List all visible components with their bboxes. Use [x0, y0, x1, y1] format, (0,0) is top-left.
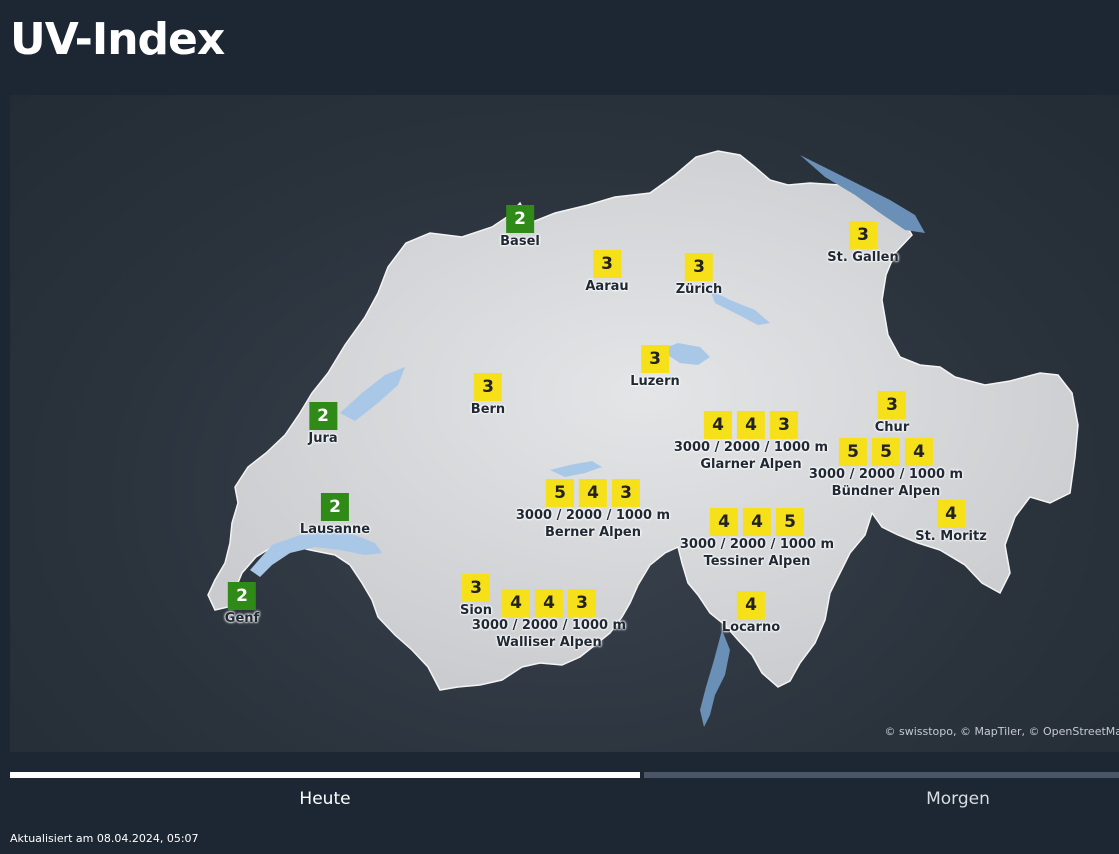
uv-value: 2 [321, 493, 349, 521]
uv-value-2000m: 4 [579, 479, 607, 507]
elevation-label: 3000 / 2000 / 1000 m [808, 467, 964, 482]
place-label: Tessiner Alpen [703, 554, 811, 569]
uv-value-3000m: 5 [546, 479, 574, 507]
lake-lucerne [660, 343, 710, 365]
uv-value-2000m: 4 [535, 589, 563, 617]
marker-lausanne[interactable]: 2 Lausanne [300, 493, 370, 538]
tab-morgen[interactable]: Morgen [926, 789, 990, 809]
uv-value-1000m: 4 [905, 438, 933, 466]
elevation-label: 3000 / 2000 / 1000 m [679, 537, 835, 552]
place-label: Basel [500, 234, 540, 249]
marker-tessiner-alpen[interactable]: 4 4 5 3000 / 2000 / 1000 m Tessiner Alpe… [680, 508, 834, 570]
uv-value-2000m: 4 [743, 508, 771, 536]
uv-value: 2 [309, 402, 337, 430]
uv-value: 4 [937, 500, 965, 528]
map-attribution: © swisstopo, © MapTiler, © OpenStreetMap [884, 725, 1119, 738]
elevation-label: 3000 / 2000 / 1000 m [515, 508, 671, 523]
lake-thun [550, 461, 602, 477]
marker-luzern[interactable]: 3 Luzern [630, 345, 680, 390]
marker-st-moritz[interactable]: 4 St. Moritz [915, 500, 987, 545]
place-label: Bündner Alpen [831, 484, 941, 499]
place-label: Lausanne [299, 522, 371, 537]
switzerland-shape [207, 150, 1079, 691]
marker-buendner-alpen[interactable]: 5 5 4 3000 / 2000 / 1000 m Bündner Alpen [809, 438, 963, 500]
place-label: Luzern [630, 374, 680, 389]
uv-value-3000m: 5 [839, 438, 867, 466]
uv-value: 3 [593, 250, 621, 278]
uv-value: 3 [878, 391, 906, 419]
lake-maggiore [700, 630, 730, 727]
place-label: Zürich [675, 282, 723, 297]
place-label: Jura [308, 431, 338, 446]
place-label: Glarner Alpen [700, 457, 802, 472]
uv-value-3000m: 4 [502, 589, 530, 617]
place-label: Aarau [585, 279, 629, 294]
elevation-label: 3000 / 2000 / 1000 m [673, 440, 829, 455]
switzerland-terrain [207, 150, 1079, 727]
uv-value-3000m: 4 [704, 411, 732, 439]
marker-aarau[interactable]: 3 Aarau [585, 250, 629, 295]
uv-value-2000m: 5 [872, 438, 900, 466]
uv-value: 2 [228, 582, 256, 610]
place-label: Chur [874, 420, 910, 435]
uv-value-3000m: 4 [710, 508, 738, 536]
marker-st-gallen[interactable]: 3 St. Gallen [827, 221, 899, 266]
uv-value: 2 [505, 205, 534, 233]
marker-bern[interactable]: 3 Bern [471, 373, 505, 418]
place-label: St. Gallen [827, 250, 899, 265]
marker-berner-alpen[interactable]: 5 4 3 3000 / 2000 / 1000 m Berner Alpen [516, 479, 670, 541]
uv-value: 3 [684, 253, 713, 281]
tab-indicator-morgen[interactable] [644, 772, 1119, 778]
uv-value-1000m: 3 [612, 479, 640, 507]
lake-zurich [710, 290, 770, 325]
lake-geneva [250, 531, 382, 577]
lake-constance [800, 155, 925, 233]
marker-chur[interactable]: 3 Chur [875, 391, 909, 436]
uv-value: 3 [641, 345, 669, 373]
marker-sion[interactable]: 3 Sion [460, 574, 492, 619]
uv-value: 3 [474, 373, 502, 401]
place-label: Genf [224, 611, 260, 626]
place-label: St. Moritz [915, 529, 987, 544]
place-label: Sion [459, 603, 493, 618]
uv-value-1000m: 3 [770, 411, 798, 439]
uv-value-1000m: 5 [776, 508, 804, 536]
place-label: Bern [470, 402, 506, 417]
last-updated: Aktualisiert am 08.04.2024, 05:07 [10, 832, 199, 845]
uv-value: 3 [849, 221, 877, 249]
elevation-label: 3000 / 2000 / 1000 m [471, 618, 627, 633]
uv-value-1000m: 3 [568, 589, 596, 617]
tab-heute[interactable]: Heute [299, 789, 351, 809]
uv-value-2000m: 4 [737, 411, 765, 439]
place-label: Walliser Alpen [496, 635, 602, 650]
marker-walliser-alpen[interactable]: 4 4 3 3000 / 2000 / 1000 m Walliser Alpe… [472, 589, 626, 651]
marker-basel[interactable]: 2 Basel [500, 205, 540, 250]
place-label: Locarno [721, 620, 781, 635]
uv-value: 3 [461, 574, 490, 602]
marker-jura[interactable]: 2 Jura [308, 402, 338, 447]
marker-glarner-alpen[interactable]: 4 4 3 3000 / 2000 / 1000 m Glarner Alpen [674, 411, 828, 473]
lake-neuchatel [340, 367, 405, 421]
marker-genf[interactable]: 2 Genf [225, 582, 259, 627]
uv-map[interactable]: © swisstopo, © MapTiler, © OpenStreetMap… [10, 95, 1119, 752]
marker-zuerich[interactable]: 3 Zürich [675, 253, 723, 298]
uv-value: 4 [736, 591, 765, 619]
page-title: UV-Index [10, 14, 225, 65]
tab-bar [10, 772, 1119, 778]
marker-locarno[interactable]: 4 Locarno [722, 591, 780, 636]
tab-indicator-heute[interactable] [10, 772, 640, 778]
place-label: Berner Alpen [544, 525, 642, 540]
